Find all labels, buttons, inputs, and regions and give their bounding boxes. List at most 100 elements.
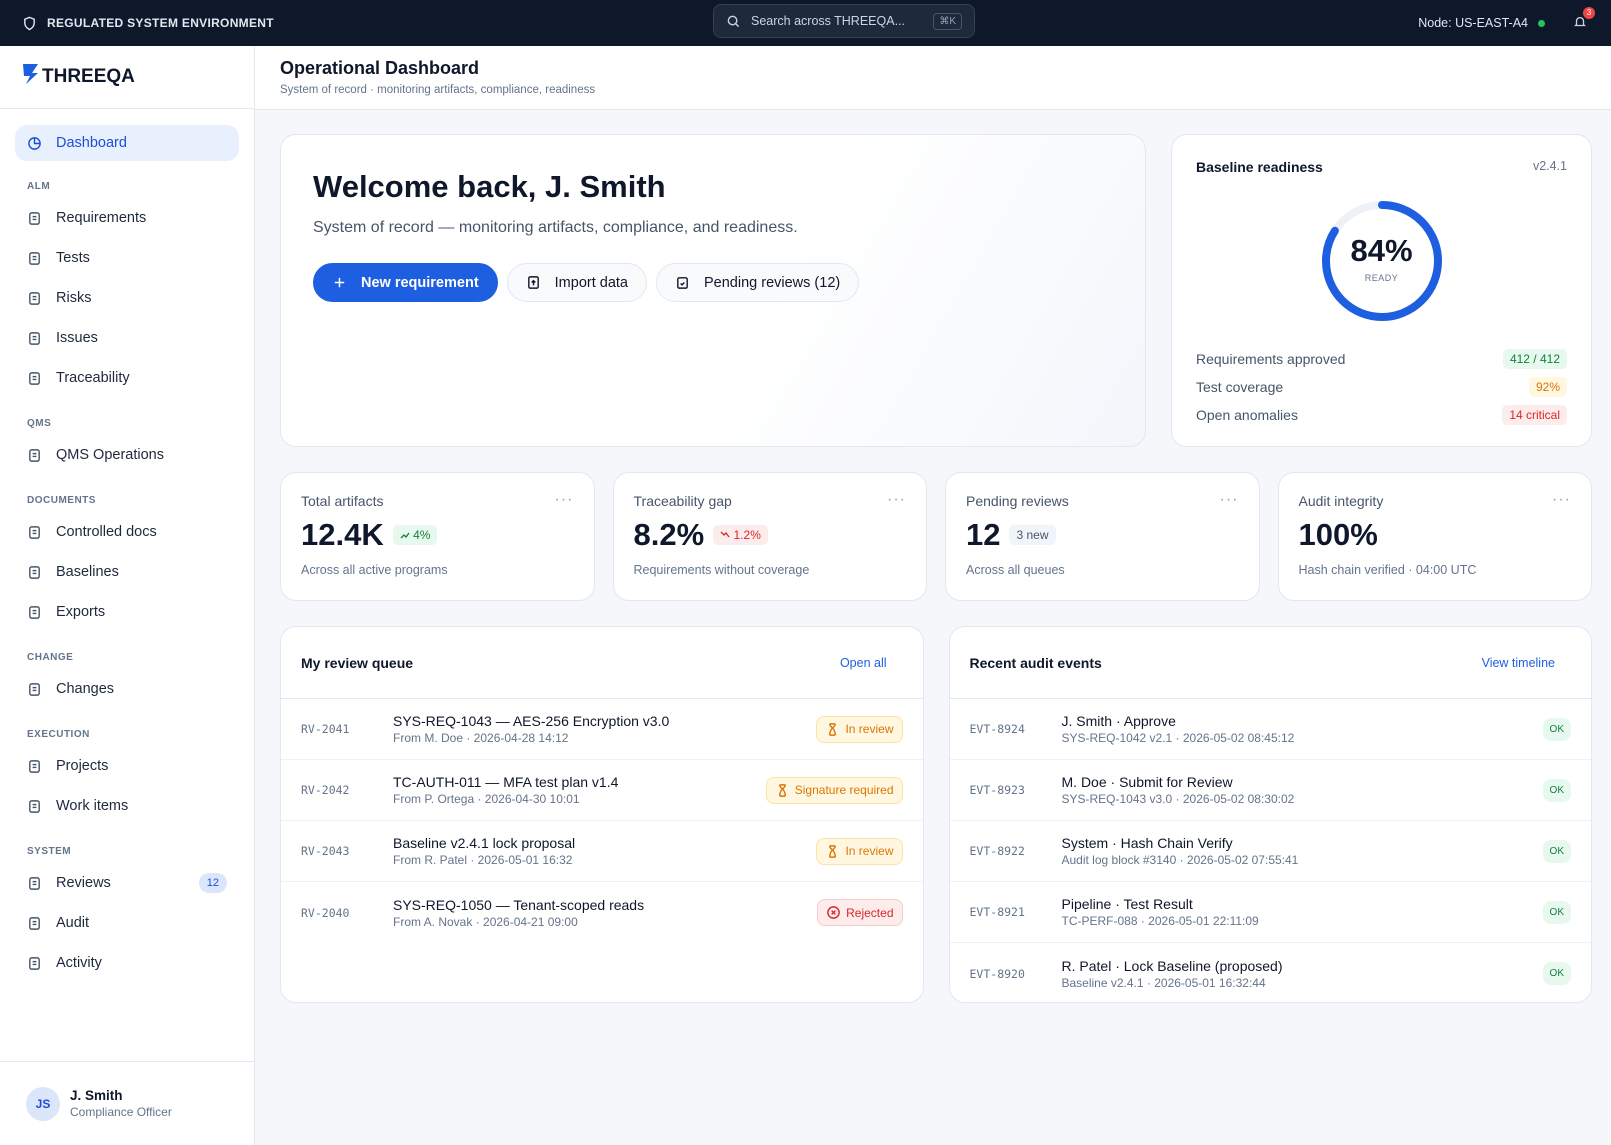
list-header: Recent audit events View timeline (949, 627, 1591, 699)
nav-item[interactable]: Baselines (15, 552, 239, 592)
nav-label: Controlled docs (56, 524, 157, 540)
list-row[interactable]: EVT-8920 R. Patel · Lock Baseline (propos… (950, 943, 1592, 1004)
status-label: OK (1549, 906, 1564, 918)
icon (27, 916, 42, 931)
row-meta: TC-PERF-088 · 2026-05-01 22:11:09 (1061, 914, 1259, 928)
list-row[interactable]: RV-2040 SYS-REQ-1050 — Tenant-scoped read… (281, 882, 923, 943)
nav-label: Tests (56, 250, 90, 266)
nav-badge: 12 (198, 873, 227, 893)
button-label: Import data (554, 274, 628, 291)
icon (27, 565, 42, 580)
page-title: Operational Dashboard (280, 58, 480, 78)
row-text: TC-AUTH-011 — MFA test plan v1.4 From P. … (393, 774, 618, 806)
nav-item[interactable]: Audit (15, 903, 239, 943)
nav-item[interactable]: QMS Operations (15, 435, 239, 475)
status: OK (1542, 778, 1571, 802)
row-id: RV-2041 (301, 722, 350, 736)
row-text: System · Hash Chain Verify Audit log bloc… (1062, 835, 1299, 867)
icon (22, 16, 37, 31)
list-row[interactable]: RV-2041 SYS-REQ-1043 — AES-256 Encryption… (281, 699, 923, 760)
node: Node: US-EAST-A4 3 (1418, 7, 1595, 31)
row-title: SYS-REQ-1043 — AES-256 Encryption v3.0 (393, 713, 670, 729)
readiness-title: Baseline readiness (1196, 159, 1323, 175)
kpi-value-row: 100% (1299, 517, 1572, 553)
button[interactable]: Pending reviews (12) (656, 263, 860, 302)
nav-item[interactable]: Activity (15, 943, 239, 983)
welcome-text: System of record — monitoring artifacts,… (313, 219, 798, 236)
kpi-label: Pending reviews (966, 493, 1069, 509)
nav-item[interactable]: Projects (15, 746, 239, 786)
nav-item[interactable]: Controlled docs (15, 512, 239, 552)
kpi-menu[interactable]: ··· (1219, 491, 1239, 508)
status: Rejected (817, 899, 903, 926)
nav-section: QMS (27, 418, 52, 429)
nav-label: Projects (56, 758, 109, 774)
row-meta: Audit log block #3140 · 2026-05-02 07:55… (1061, 853, 1299, 867)
kpi-note: Requirements without coverage (633, 563, 810, 577)
icon (826, 905, 841, 920)
content: Welcome back, J. Smith System of record —… (255, 110, 1611, 1003)
list-row[interactable]: EVT-8924 J. Smith · Approve SYS-REQ-1042 v… (949, 699, 1591, 760)
icon (27, 136, 42, 151)
status-label: OK (1549, 845, 1564, 857)
nav-item[interactable]: Work items (15, 786, 239, 826)
status: OK (1542, 717, 1571, 741)
kpi-menu[interactable]: ··· (1552, 491, 1571, 508)
list-row[interactable]: EVT-8922 System · Hash Chain Verify Audit … (949, 821, 1591, 882)
readiness-ring: 84% READY (1318, 197, 1446, 325)
nav-item[interactable]: Traceability (15, 358, 239, 398)
row-title: Baseline v2.4.1 lock proposal (393, 835, 576, 851)
nav-item[interactable]: Reviews 12 (15, 863, 239, 903)
list-row[interactable]: RV-2042 TC-AUTH-011 — MFA test plan v1.4 F… (281, 760, 923, 821)
nav-label: Traceability (56, 370, 130, 386)
kpi-menu[interactable]: ··· (554, 491, 574, 508)
row-id: RV-2042 (301, 783, 350, 797)
nav-label: Exports (56, 604, 106, 620)
brand-name: THREEQA (42, 66, 135, 87)
kpi-value-row: 8.2% 1.2% (634, 517, 907, 553)
nav-item[interactable]: Exports (15, 592, 239, 632)
kpi-menu[interactable]: ··· (887, 491, 906, 508)
row-title: System · Hash Chain Verify (1061, 835, 1233, 851)
welcome-card: Welcome back, J. Smith System of record —… (280, 134, 1146, 447)
nav-label: Baselines (56, 564, 119, 580)
row-id: RV-2040 (301, 905, 350, 920)
readiness-row: Requirements approved 412 / 412 (1196, 345, 1567, 373)
row-meta: From P. Ortega · 2026-04-30 10:01 (393, 792, 580, 806)
button[interactable]: New requirement (313, 263, 498, 302)
list-action[interactable]: Open all (839, 655, 887, 670)
icon (825, 722, 840, 737)
kpi-card: Total artifacts ··· 12.4K 4% Across all act… (280, 472, 595, 601)
nav-item[interactable]: Requirements (15, 198, 239, 238)
icon (332, 275, 347, 290)
notifications[interactable]: 3 (1573, 7, 1595, 31)
list-action[interactable]: View timeline (1481, 655, 1555, 670)
kpi-card: Audit integrity ··· 100% Hash chain verifie… (1277, 472, 1592, 601)
kpi-row: Total artifacts ··· 12.4K 4% Across all act… (280, 472, 1592, 601)
nav-item[interactable]: Dashboard (15, 125, 239, 161)
list-row[interactable]: EVT-8923 M. Doe · Submit for Review SYS-RE… (949, 760, 1591, 821)
status: OK (1542, 839, 1571, 863)
button-label: Pending reviews (12) (704, 274, 841, 291)
kpi-delta-text: 4% (413, 528, 431, 542)
readiness-version: v2.4.1 (1532, 159, 1567, 173)
user[interactable]: JS J. Smith Compliance Officer (0, 1061, 254, 1145)
row-meta: From R. Patel · 2026-05-01 16:32 (393, 853, 573, 867)
kpi-value: 8.2% (633, 517, 705, 552)
list-row[interactable]: EVT-8921 Pipeline · Test Result TC-PERF-08… (949, 882, 1591, 943)
nav-item[interactable]: Changes (15, 669, 239, 709)
icon (27, 331, 42, 346)
avatar: JS (26, 1086, 60, 1121)
icon (27, 799, 42, 814)
nav-item[interactable]: Tests (15, 238, 239, 278)
nav: Dashboard ALM Requirements Tests Risks Issues… (0, 109, 254, 999)
icon (27, 448, 42, 463)
row-meta: Baseline v2.4.1 · 2026-05-01 16:32:44 (1061, 975, 1266, 990)
button[interactable]: Import data (506, 263, 647, 302)
search[interactable]: Search across THREEQA... ⌘K (713, 4, 975, 38)
nav-item[interactable]: Risks (15, 278, 239, 318)
list-row[interactable]: RV-2043 Baseline v2.4.1 lock proposal From… (281, 821, 923, 882)
nav-item[interactable]: Issues (15, 318, 239, 358)
row-title: J. Smith · Approve (1061, 713, 1176, 729)
